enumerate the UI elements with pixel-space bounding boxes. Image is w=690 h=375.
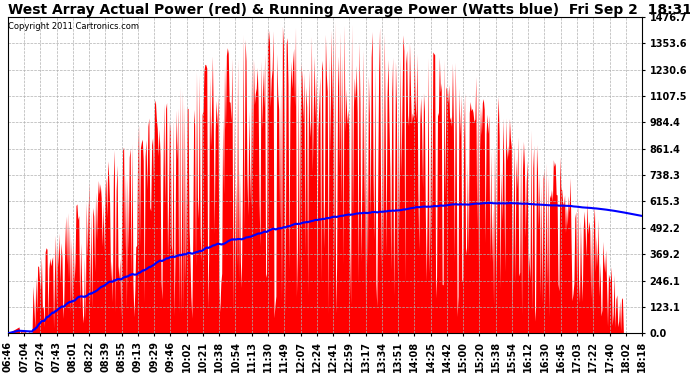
Text: West Array Actual Power (red) & Running Average Power (Watts blue)  Fri Sep 2  1: West Array Actual Power (red) & Running … [8,3,690,17]
Text: Copyright 2011 Cartronics.com: Copyright 2011 Cartronics.com [8,21,139,30]
